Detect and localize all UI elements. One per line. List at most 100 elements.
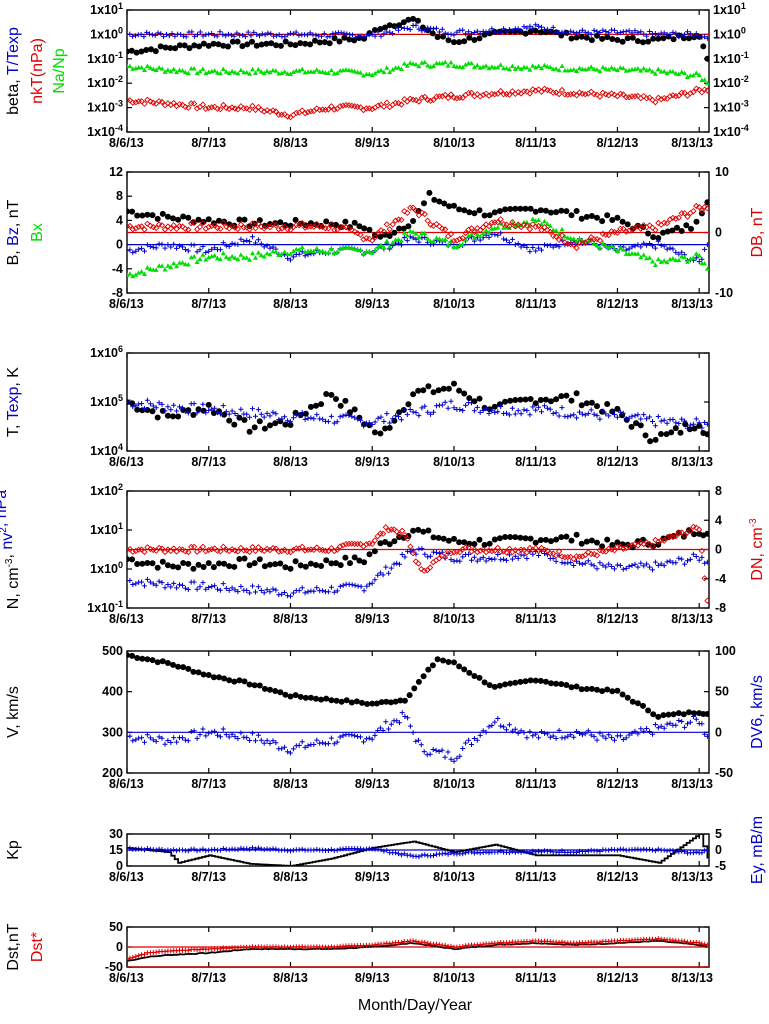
data-point <box>241 678 248 685</box>
data-point <box>238 584 244 589</box>
data-point <box>673 249 679 255</box>
data-point <box>273 42 280 49</box>
data-point <box>497 87 504 95</box>
data-point <box>203 257 209 262</box>
data-point <box>652 245 658 251</box>
data-point <box>609 564 615 569</box>
data-point <box>434 550 439 556</box>
data-point <box>404 412 410 418</box>
data-point <box>328 413 334 419</box>
data-point <box>573 390 580 397</box>
data-point <box>239 43 246 50</box>
data-point <box>573 208 580 214</box>
data-point <box>129 652 136 659</box>
data-point <box>704 733 709 739</box>
data-point <box>482 90 490 97</box>
data-point <box>249 38 255 45</box>
y-tick-label: 0 <box>116 940 123 954</box>
data-point <box>200 252 206 257</box>
data-point <box>258 588 264 593</box>
data-point <box>311 248 317 254</box>
data-point <box>253 255 258 260</box>
data-point <box>340 582 346 588</box>
data-point <box>454 755 460 761</box>
data-point <box>682 724 688 730</box>
data-point <box>348 699 355 706</box>
data-point <box>396 851 401 857</box>
data-point <box>190 565 197 572</box>
data-point <box>597 416 603 422</box>
y2-axis-label: nkT(nPa) <box>29 38 46 104</box>
data-point <box>333 221 339 228</box>
x-tick-label: 8/13/13 <box>671 297 713 311</box>
y2-tick-label: -50 <box>715 766 733 780</box>
data-point <box>436 236 442 241</box>
data-point <box>568 397 575 404</box>
data-point <box>502 206 509 213</box>
data-point <box>136 246 142 252</box>
data-point <box>579 27 585 33</box>
data-point <box>502 398 509 405</box>
data-point <box>439 747 445 753</box>
data-point <box>413 22 419 28</box>
data-point <box>441 200 448 207</box>
data-point <box>568 212 575 219</box>
data-point <box>205 672 212 678</box>
data-point <box>696 259 702 265</box>
data-point <box>245 29 251 35</box>
data-point <box>310 223 317 231</box>
data-point <box>568 537 575 544</box>
data-point <box>597 848 603 854</box>
data-point <box>410 235 416 241</box>
data-point <box>302 744 308 750</box>
data-point <box>578 686 585 693</box>
data-point <box>158 98 166 106</box>
data-point <box>358 247 363 253</box>
data-point <box>241 417 248 423</box>
data-point <box>331 106 338 113</box>
data-point <box>162 408 168 414</box>
data-point <box>355 69 361 75</box>
data-point <box>609 409 615 415</box>
data-point <box>486 850 492 856</box>
data-point <box>208 104 215 111</box>
data-point <box>631 93 639 100</box>
data-point <box>397 561 402 567</box>
data-point <box>133 33 138 39</box>
data-point <box>477 409 483 415</box>
y-axis-label: Dst,nT <box>5 923 22 970</box>
data-point <box>550 411 556 416</box>
data-point <box>486 234 492 240</box>
data-point <box>500 91 507 98</box>
data-point <box>577 409 582 415</box>
data-point <box>325 589 331 595</box>
data-point <box>361 34 367 40</box>
data-point <box>469 742 474 747</box>
data-point <box>384 847 390 853</box>
data-point <box>696 422 703 429</box>
data-point <box>132 547 139 555</box>
data-point <box>518 728 524 734</box>
data-point <box>279 70 285 75</box>
y2-axis-label: DV6, km/s <box>749 675 766 749</box>
data-point <box>433 93 440 100</box>
data-point <box>506 552 512 558</box>
data-point <box>588 537 595 544</box>
data-point <box>150 66 156 71</box>
data-point <box>194 410 200 416</box>
data-point <box>371 429 378 436</box>
data-point <box>550 244 556 250</box>
data-point <box>632 728 638 734</box>
data-point <box>655 32 661 38</box>
data-point <box>422 551 428 557</box>
data-point <box>206 585 212 590</box>
data-point <box>704 199 709 206</box>
data-point <box>430 534 437 541</box>
data-point <box>249 220 256 227</box>
data-point <box>495 552 501 557</box>
data-point <box>603 564 609 570</box>
data-point <box>480 91 487 99</box>
data-point <box>158 545 166 552</box>
data-point <box>179 546 186 553</box>
data-point <box>658 561 664 567</box>
